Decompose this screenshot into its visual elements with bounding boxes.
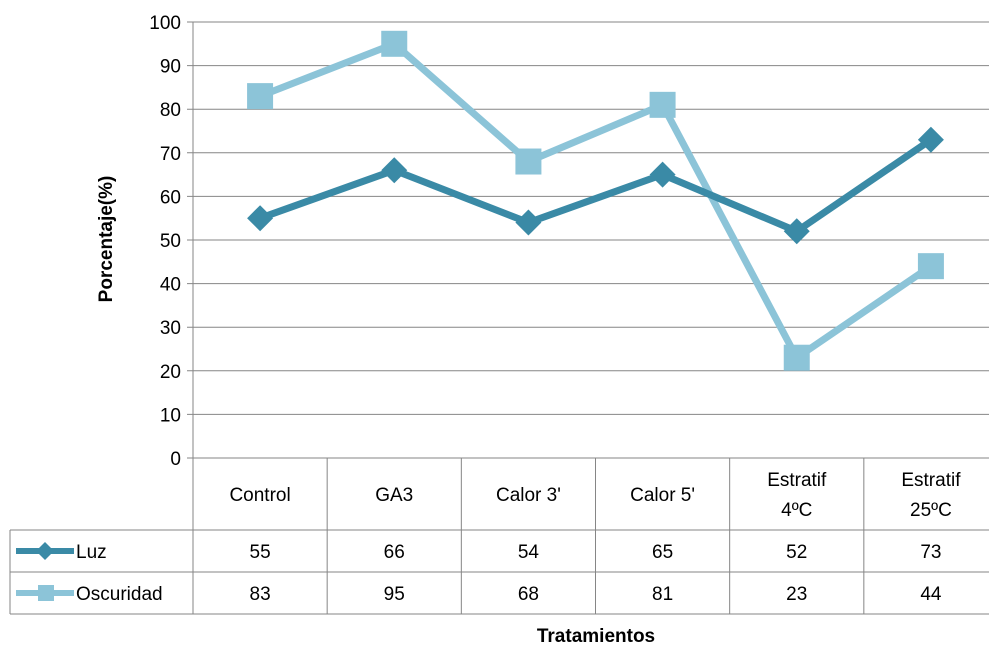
- legend-label: Oscuridad: [76, 584, 163, 605]
- y-tick-label: 50: [160, 231, 181, 252]
- y-tick-label: 70: [160, 144, 181, 165]
- y-tick-label: 60: [160, 187, 181, 208]
- series-line: [258, 40, 933, 362]
- table-cell-value: 68: [518, 584, 539, 605]
- category-label: Estratif: [901, 470, 961, 491]
- legend-diamond-marker: [36, 542, 54, 560]
- category-label: GA3: [375, 485, 413, 506]
- table-cell-value: 83: [250, 584, 271, 605]
- y-tick-label: 30: [160, 318, 181, 339]
- category-label: Calor 3': [496, 485, 561, 506]
- data-point-diamond: [783, 218, 810, 245]
- data-point-diamond: [649, 161, 676, 188]
- data-table: Control GA3 Calor 3' Calor 5' Estratif 4ºC Est…: [9, 458, 989, 615]
- category-label: 4ºC: [781, 500, 812, 521]
- y-tick-label: 10: [160, 405, 181, 426]
- category-label: Calor 5': [630, 485, 695, 506]
- data-point-square: [649, 91, 676, 118]
- table-cell-value: 95: [384, 584, 405, 605]
- table-cell-value: 54: [518, 542, 540, 563]
- y-tick-label: 40: [160, 275, 181, 296]
- category-label: Control: [229, 485, 290, 506]
- table-cell-value: 66: [384, 542, 405, 563]
- y-tick-label: 20: [160, 362, 181, 383]
- data-point-diamond: [917, 126, 944, 153]
- table-cell-value: 52: [786, 542, 807, 563]
- data-point-square: [381, 30, 408, 57]
- table-cell-value: 73: [920, 542, 941, 563]
- series-line: [258, 136, 933, 235]
- y-tick-label: 80: [160, 100, 181, 121]
- data-point-diamond: [515, 209, 542, 236]
- data-point-diamond: [247, 205, 274, 232]
- table-cell-value: 81: [652, 584, 673, 605]
- category-label: Estratif: [767, 470, 827, 491]
- table-cell-value: 55: [250, 542, 271, 563]
- table-cell-value: 65: [652, 542, 673, 563]
- data-point-square: [247, 83, 274, 110]
- y-tick-label: 90: [160, 57, 181, 78]
- y-axis-ticks: 0 10 20 30 40 50 60 70 80 90 100: [149, 13, 181, 470]
- data-point-diamond: [381, 157, 408, 184]
- data-point-square: [515, 148, 542, 175]
- table-cell-value: 44: [920, 584, 942, 605]
- legend-square-marker: [38, 585, 54, 601]
- series-lines: [247, 30, 944, 371]
- y-tick-label: 0: [170, 449, 181, 470]
- gridlines: [187, 21, 989, 459]
- y-axis-title: Porcentaje(%): [96, 176, 117, 303]
- category-label: 25ºC: [910, 500, 952, 521]
- data-point-square: [917, 253, 944, 280]
- y-tick-label: 100: [149, 13, 181, 34]
- table-cell-value: 23: [786, 584, 807, 605]
- x-axis-title: Tratamientos: [537, 626, 655, 647]
- data-point-square: [783, 344, 810, 371]
- legend-label: Luz: [76, 542, 107, 563]
